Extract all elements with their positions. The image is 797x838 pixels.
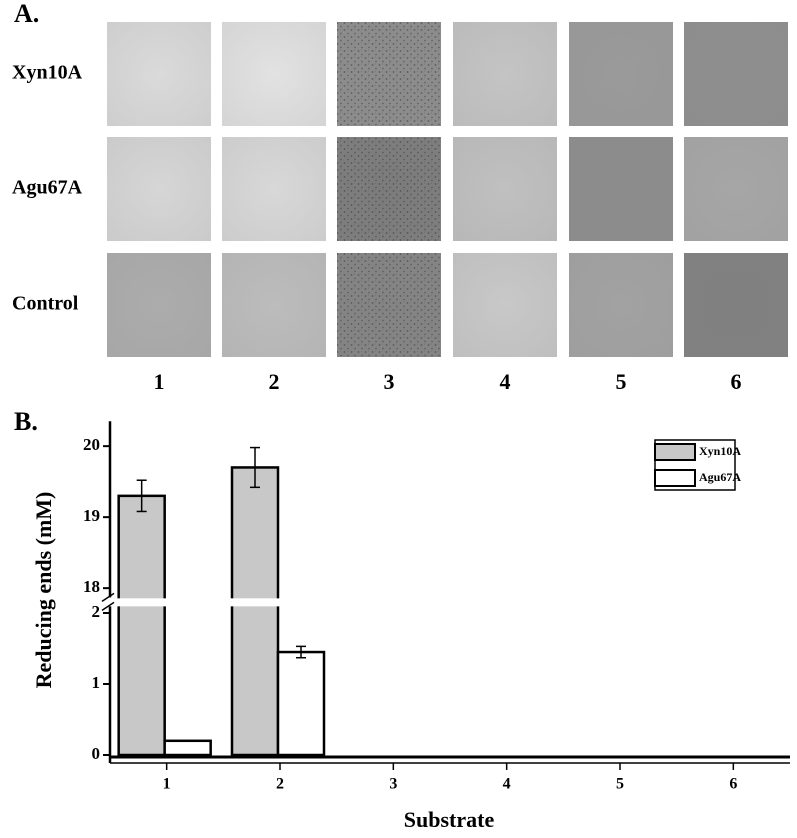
plate-image-fill — [107, 253, 211, 357]
column-label: 6 — [731, 369, 742, 394]
plate-image-fill — [684, 253, 788, 357]
x-tick-label: 5 — [616, 776, 624, 793]
plate-image-fill — [684, 137, 788, 241]
bar — [117, 494, 166, 757]
x-tick-label: 4 — [503, 776, 511, 793]
axis-break — [102, 598, 282, 607]
x-tick-label: 1 — [163, 776, 171, 793]
x-tick-label: 2 — [276, 776, 284, 793]
error-bar — [296, 645, 306, 659]
row-label: Agu67A — [12, 177, 83, 199]
break-mark — [101, 601, 115, 611]
plate-image-fill — [569, 253, 673, 357]
plate-image-fill — [569, 22, 673, 126]
row-label: Xyn10A — [12, 62, 83, 84]
x-tick-label: 6 — [729, 776, 737, 793]
plate-speckle — [337, 137, 441, 241]
plate-image-fill — [222, 22, 326, 126]
y-tick-label: 2 — [92, 602, 101, 621]
plate-image-fill — [222, 137, 326, 241]
plate-image-fill — [453, 253, 557, 357]
plate-image-fill — [107, 22, 211, 126]
column-label: 3 — [384, 369, 395, 394]
legend-swatch — [654, 469, 696, 487]
legend-label: Xyn10A — [699, 444, 741, 458]
column-label: 2 — [269, 369, 280, 394]
error-bar — [136, 479, 147, 513]
plate-speckle — [337, 22, 441, 126]
plate-speckle — [337, 253, 441, 357]
x-tick-label: 3 — [389, 776, 397, 793]
panel-label: A. — [14, 0, 39, 28]
column-label: 4 — [500, 369, 511, 394]
panel-label: B. — [14, 407, 38, 436]
column-label: 5 — [616, 369, 627, 394]
plate-image-fill — [453, 22, 557, 126]
error-bar — [250, 446, 260, 489]
legend-swatch — [654, 443, 696, 461]
break-mark — [101, 592, 115, 602]
legend-label: Agu67A — [699, 470, 741, 484]
plate-image-fill — [453, 137, 557, 241]
bar — [163, 739, 212, 757]
x-axis-title: Substrate — [404, 807, 495, 832]
plate-image-fill — [222, 253, 326, 357]
plate-image-fill — [684, 22, 788, 126]
y-tick-label: 20 — [83, 435, 100, 454]
y-tick-label: 19 — [83, 506, 100, 525]
plate-image-fill — [569, 137, 673, 241]
y-tick-label: 18 — [83, 577, 100, 596]
bar — [276, 650, 326, 757]
y-tick-label: 0 — [92, 744, 101, 763]
bar — [230, 466, 280, 757]
column-label: 1 — [154, 369, 165, 394]
y-tick-label: 1 — [92, 673, 101, 692]
plate-image-fill — [107, 137, 211, 241]
y-axis-title: Reducing ends (mM) — [31, 492, 56, 689]
row-label: Control — [12, 293, 79, 315]
